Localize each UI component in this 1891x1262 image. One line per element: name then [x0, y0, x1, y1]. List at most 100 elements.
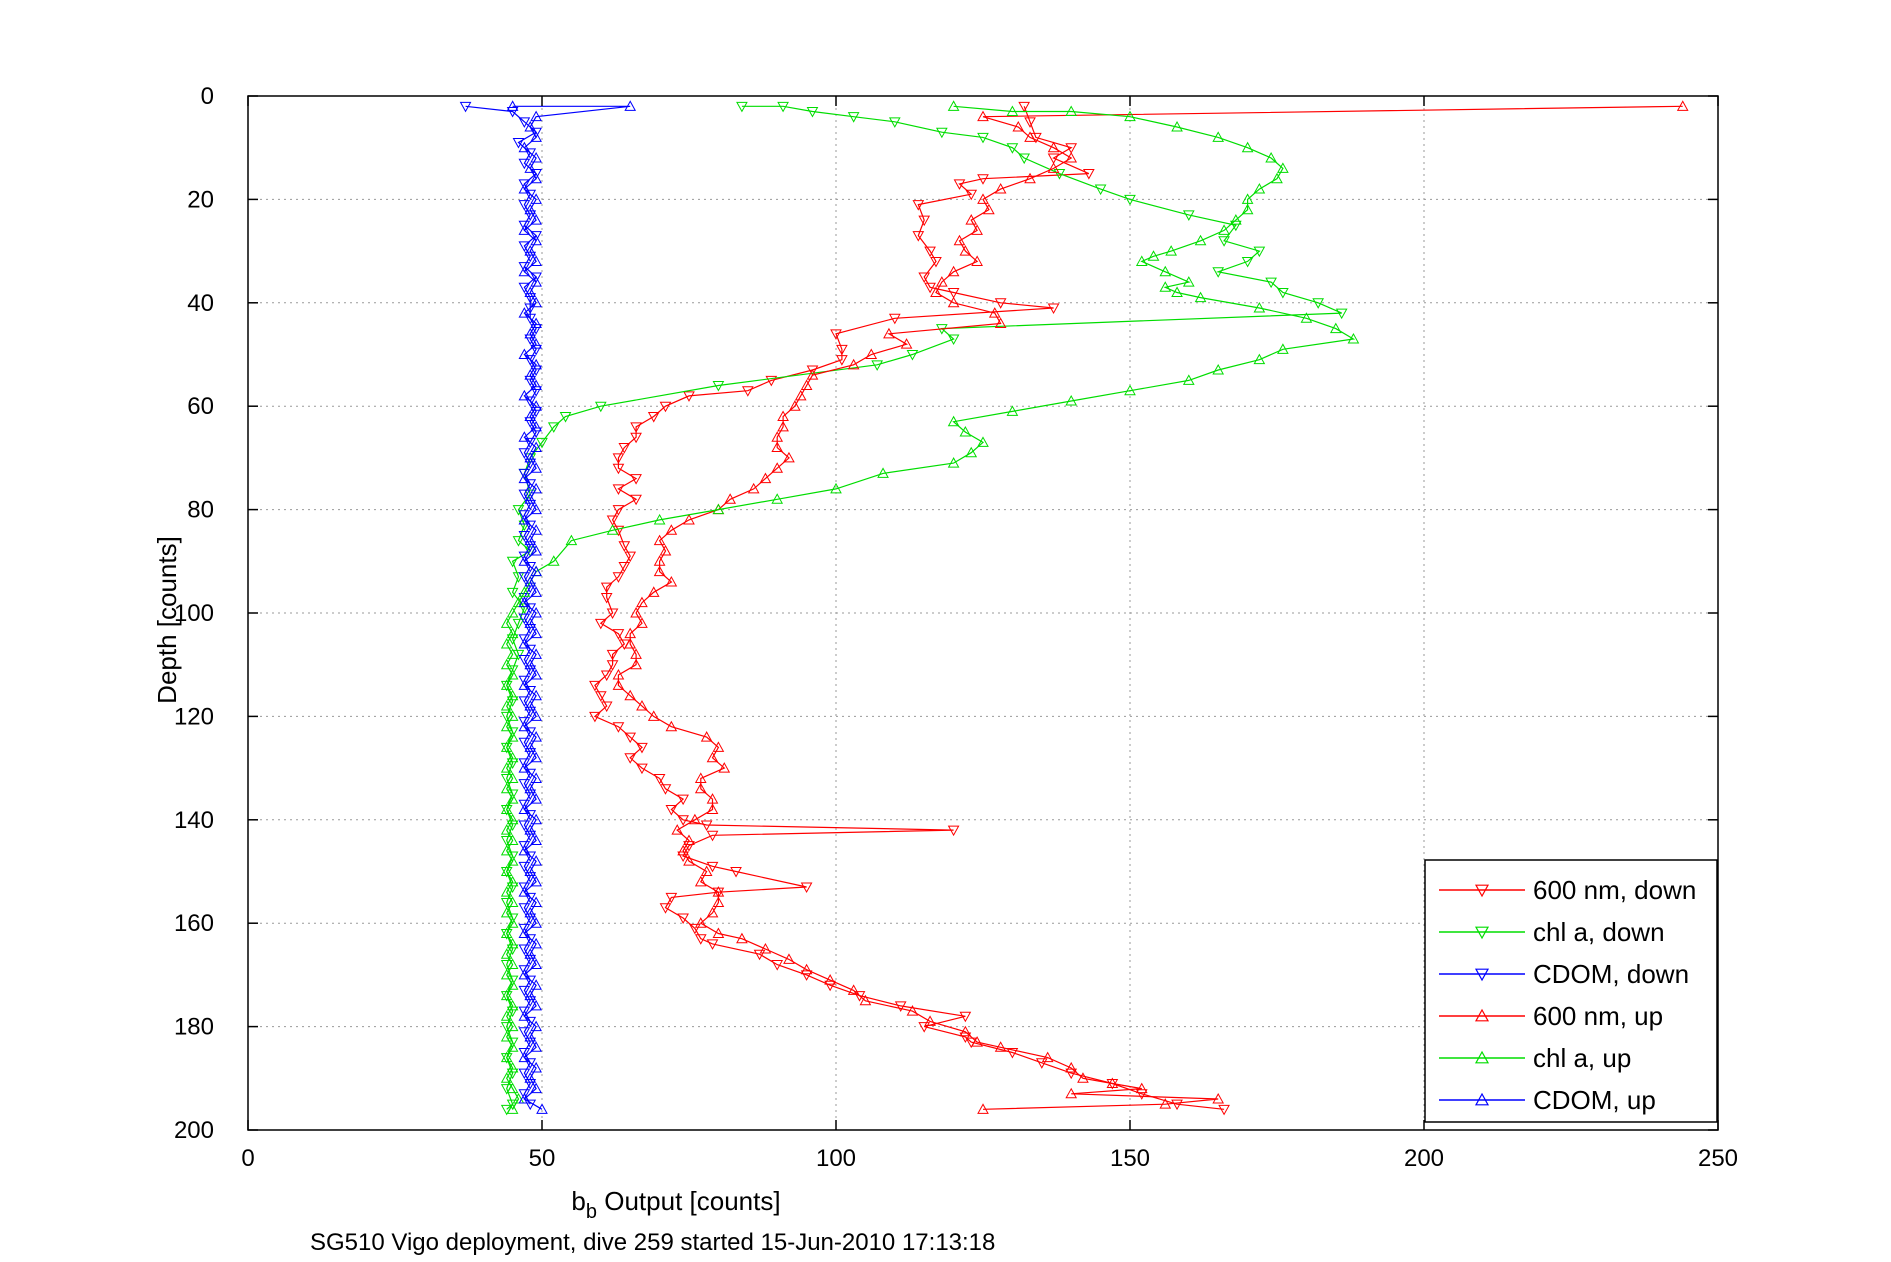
data-point	[530, 999, 542, 1011]
data-point	[530, 586, 542, 597]
legend-label: chl a, up	[1533, 1043, 1631, 1073]
data-point	[706, 803, 719, 814]
data-point	[647, 412, 660, 423]
data-point	[1329, 322, 1342, 334]
y-tick-label: 160	[174, 910, 214, 937]
data-point	[736, 101, 748, 113]
data-point	[689, 923, 701, 935]
data-point	[530, 606, 542, 618]
legend-label: chl a, down	[1533, 917, 1665, 947]
data-point	[912, 200, 925, 211]
data-point	[894, 1001, 907, 1012]
data-point	[506, 587, 519, 599]
data-point	[1347, 332, 1360, 344]
data-point	[518, 944, 531, 956]
legend-label: 600 nm, up	[1533, 1001, 1663, 1031]
data-point	[530, 937, 542, 949]
data-point	[600, 670, 613, 682]
data-point	[971, 255, 983, 266]
data-point	[518, 779, 531, 790]
data-point	[530, 979, 542, 990]
data-point	[847, 112, 860, 123]
data-point	[630, 606, 642, 618]
data-point	[718, 762, 731, 773]
data-point	[518, 448, 531, 459]
data-point	[518, 1027, 531, 1038]
data-point	[524, 303, 537, 314]
data-point	[524, 810, 537, 821]
y-tick-label: 0	[201, 83, 214, 110]
data-point	[518, 468, 531, 480]
data-point	[518, 841, 531, 852]
data-point	[1135, 255, 1148, 266]
y-tick-label: 200	[174, 1117, 214, 1144]
data-point	[700, 731, 713, 742]
data-point	[500, 948, 513, 959]
data-point	[712, 381, 725, 392]
data-point	[518, 799, 531, 811]
data-point	[600, 701, 613, 713]
data-point	[500, 1010, 513, 1021]
data-point	[500, 824, 513, 835]
data-point	[500, 617, 513, 628]
data-point	[771, 462, 784, 473]
data-point	[1106, 1077, 1119, 1088]
data-point	[683, 513, 695, 525]
data-point	[500, 762, 513, 773]
data-point	[824, 980, 836, 992]
data-point	[530, 834, 542, 845]
data-point	[524, 561, 537, 573]
data-point	[1277, 343, 1289, 354]
data-point	[1024, 117, 1036, 128]
data-point	[1265, 277, 1277, 289]
data-point	[624, 551, 637, 563]
y-tick-label: 40	[187, 290, 214, 317]
data-point	[1241, 256, 1254, 268]
series-chl-a-up	[500, 100, 1360, 1114]
data-point	[1006, 1047, 1019, 1059]
data-point	[518, 679, 531, 690]
data-point	[524, 1058, 537, 1069]
data-point	[1047, 141, 1060, 153]
data-point	[518, 1047, 531, 1059]
data-point	[606, 524, 619, 535]
data-point	[530, 689, 542, 701]
data-point	[506, 689, 519, 701]
data-point	[1006, 105, 1019, 117]
data-point	[765, 375, 778, 387]
data-point	[700, 820, 713, 831]
data-point	[518, 634, 531, 645]
data-point	[506, 999, 519, 1011]
data-point	[912, 231, 925, 242]
legend-entry: CDOM, up	[1439, 1085, 1656, 1115]
data-point	[924, 1015, 936, 1026]
data-point	[524, 479, 537, 490]
data-point	[771, 493, 784, 504]
x-axis-label-main: b	[571, 1186, 585, 1216]
data-point	[518, 675, 531, 687]
data-point	[683, 834, 695, 845]
data-point	[636, 763, 648, 775]
data-point	[965, 446, 978, 458]
data-point	[612, 505, 625, 516]
data-point	[518, 472, 531, 484]
data-point	[1218, 236, 1230, 247]
data-point	[977, 193, 989, 204]
data-point	[671, 824, 684, 835]
data-point	[977, 1103, 989, 1114]
data-point	[506, 669, 519, 680]
data-point	[518, 262, 531, 273]
data-point	[659, 544, 672, 556]
data-point	[753, 949, 766, 961]
data-point	[518, 1089, 531, 1100]
data-point	[524, 203, 537, 215]
data-point	[506, 1103, 519, 1114]
data-point	[530, 441, 542, 453]
data-point	[500, 1051, 513, 1063]
data-point	[636, 742, 648, 754]
data-point	[518, 965, 531, 976]
data-point	[935, 276, 948, 287]
data-point	[518, 803, 531, 814]
data-point	[1212, 267, 1225, 278]
data-point	[636, 700, 648, 711]
